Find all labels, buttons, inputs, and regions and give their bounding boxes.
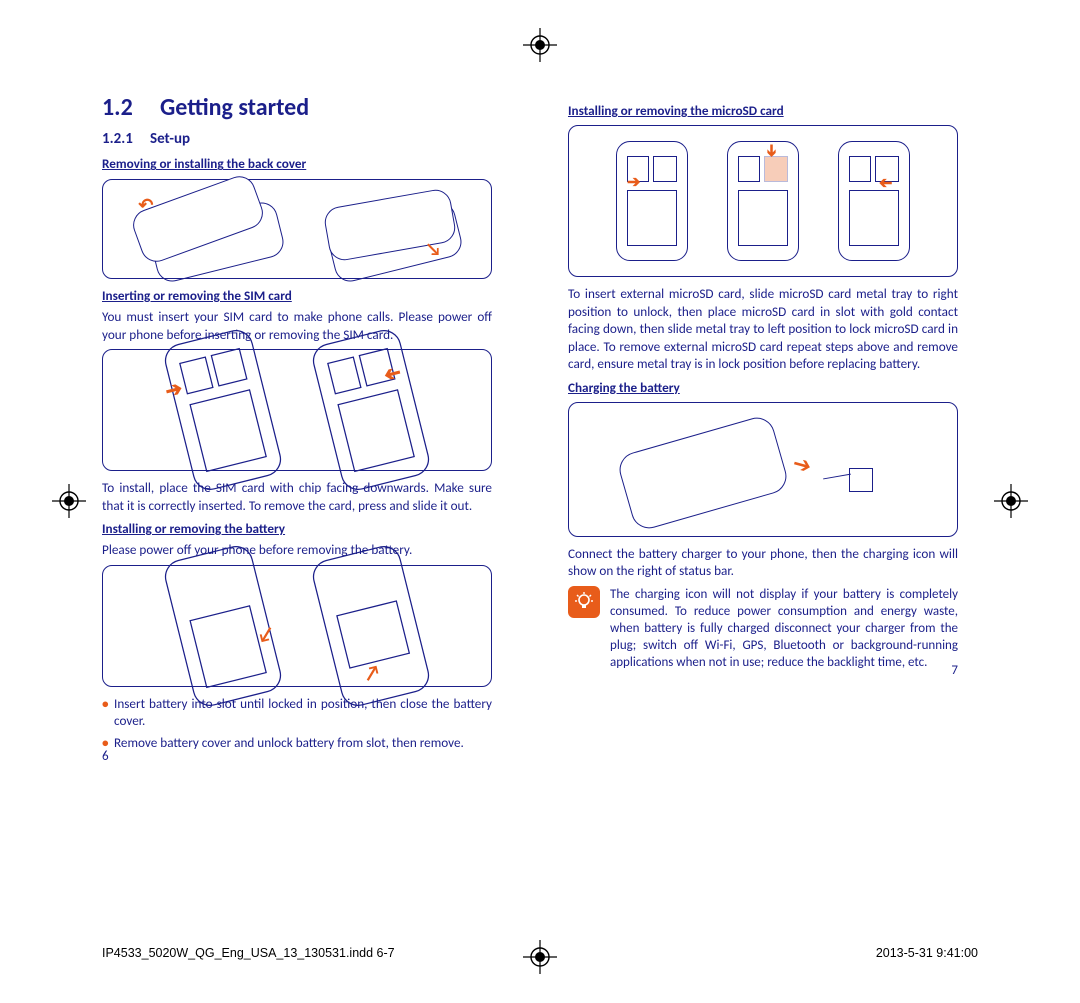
registration-mark-top: [523, 28, 557, 62]
illustration-battery-insert: ↙: [161, 542, 285, 709]
illustration-sim-remove: ➔: [309, 326, 433, 493]
section-heading: 1.2Getting started: [102, 92, 492, 124]
illustration-microsd-unlock: ➔: [616, 141, 688, 261]
figure-battery: ↙ ↗: [102, 565, 492, 687]
text-charging: Connect the battery charger to your phon…: [568, 545, 958, 580]
footer-timestamp: 2013-5-31 9:41:00: [876, 946, 978, 960]
page-7: Installing or removing the microSD card …: [568, 92, 958, 672]
subsection-number: 1.2.1: [102, 130, 150, 150]
registration-mark-left: [52, 484, 86, 518]
page-number-left: 6: [102, 748, 109, 765]
figure-microsd: ➔ ➔ ➔: [568, 125, 958, 277]
registration-mark-right: [994, 484, 1028, 518]
figure-back-cover: ↶ ↘: [102, 179, 492, 279]
list-item: Remove battery cover and unlock battery …: [102, 734, 492, 751]
illustration-sim-insert: ➔: [161, 326, 285, 493]
page-6: 1.2Getting started 1.2.1Set-up Removing …: [102, 92, 492, 757]
text-sim-install: To install, place the SIM card with chip…: [102, 479, 492, 514]
tip-text: The charging icon will not display if yo…: [610, 586, 958, 672]
battery-steps-list: Insert battery into slot until locked in…: [102, 695, 492, 751]
illustration-cover-install: ↘: [306, 188, 466, 270]
heading-charging: Charging the battery: [568, 379, 958, 396]
subsection-title: Set-up: [150, 130, 190, 148]
text-sim-intro: You must insert your SIM card to make ph…: [102, 308, 492, 343]
illustration-microsd-lock: ➔: [838, 141, 910, 261]
subsection-heading: 1.2.1Set-up: [102, 130, 492, 150]
illustration-cover-remove: ↶: [128, 188, 288, 270]
print-footer: IP4533_5020W_QG_Eng_USA_13_130531.indd 6…: [102, 946, 978, 960]
illustration-microsd-insert: ➔: [727, 141, 799, 261]
footer-file: IP4533_5020W_QG_Eng_USA_13_130531.indd 6…: [102, 946, 395, 960]
heading-microsd: Installing or removing the microSD card: [568, 102, 958, 119]
heading-battery: Installing or removing the battery: [102, 520, 492, 537]
figure-sim: ➔ ➔: [102, 349, 492, 471]
page-number-right: 7: [951, 662, 958, 679]
section-title: Getting started: [160, 93, 309, 122]
figure-charging: ➔: [568, 402, 958, 537]
illustration-battery-remove: ↗: [309, 542, 433, 709]
text-microsd: To insert external microSD card, slide m…: [568, 285, 958, 372]
tip-block: The charging icon will not display if yo…: [568, 586, 958, 672]
list-item: Insert battery into slot until locked in…: [102, 695, 492, 730]
heading-sim: Inserting or removing the SIM card: [102, 287, 492, 304]
heading-back-cover: Removing or installing the back cover: [102, 155, 492, 172]
illustration-charging: ➔: [593, 414, 933, 524]
section-number: 1.2: [102, 92, 160, 124]
text-battery-intro: Please power off your phone before remov…: [102, 541, 492, 558]
tip-lightbulb-icon: [568, 586, 600, 618]
